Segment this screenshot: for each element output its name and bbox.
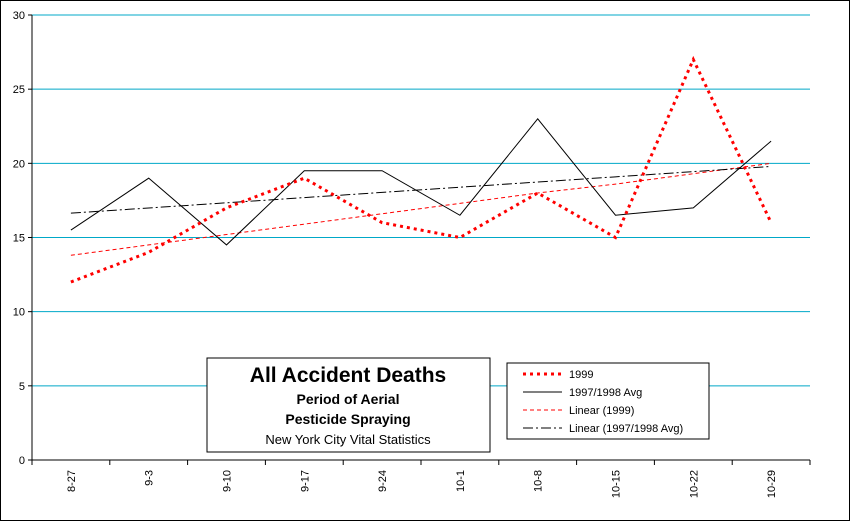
y-tick-label: 10 [13,307,25,319]
y-tick-label: 20 [13,158,25,170]
series-lines [70,55,773,284]
y-tick-label: 5 [19,381,25,393]
x-axis-ticks: 8-27 9-3 9-10 9-17 9-24 10-1 10-8 10-15 10-22 10-… [31,460,811,498]
trendline-linear-1999 [70,162,772,256]
legend-label-linear-1999: Linear (1999) [569,405,634,417]
y-tick-label: 25 [13,84,25,96]
x-tick-label: 10-29 [766,470,778,498]
x-tick-label: 10-22 [688,470,700,498]
series-line-1999 [70,55,773,284]
legend-label-1999: 1999 [569,369,593,381]
chart-source: New York City Vital Statistics [265,432,431,447]
chart-title: All Accident Deaths [250,364,446,387]
x-tick-label: 10-15 [611,470,623,498]
title-box: All Accident Deaths Period of Aerial Pes… [206,357,491,453]
x-tick-label: 8-27 [66,470,78,492]
series-line-avg [70,118,772,246]
x-tick-label: 9-17 [299,470,311,492]
trendlines [70,162,772,256]
x-tick-label: 9-3 [144,470,156,486]
legend-frame [506,362,710,440]
legend-label-linear-avg: Linear (1997/1998 Avg) [569,423,683,435]
x-tick-label: 10-8 [533,470,545,492]
chart-subtitle-line-1: Period of Aerial [297,391,400,407]
trendline-linear-avg [70,165,772,214]
y-tick-label: 0 [19,455,25,467]
chart-subtitle-line-2: Pesticide Spraying [285,411,410,427]
y-tick-label: 30 [13,10,25,22]
y-axis-ticks: 0 5 10 15 20 25 30 [13,10,32,467]
y-tick-label: 15 [13,233,25,245]
x-tick-label: 9-24 [377,470,389,492]
legend: 1999 1997/1998 Avg Linear (1999) Linear … [506,362,710,440]
x-tick-label: 9-10 [222,470,234,492]
x-tick-label: 10-1 [455,470,467,492]
title-box-frame [206,357,491,453]
legend-label-avg: 1997/1998 Avg [569,387,642,399]
